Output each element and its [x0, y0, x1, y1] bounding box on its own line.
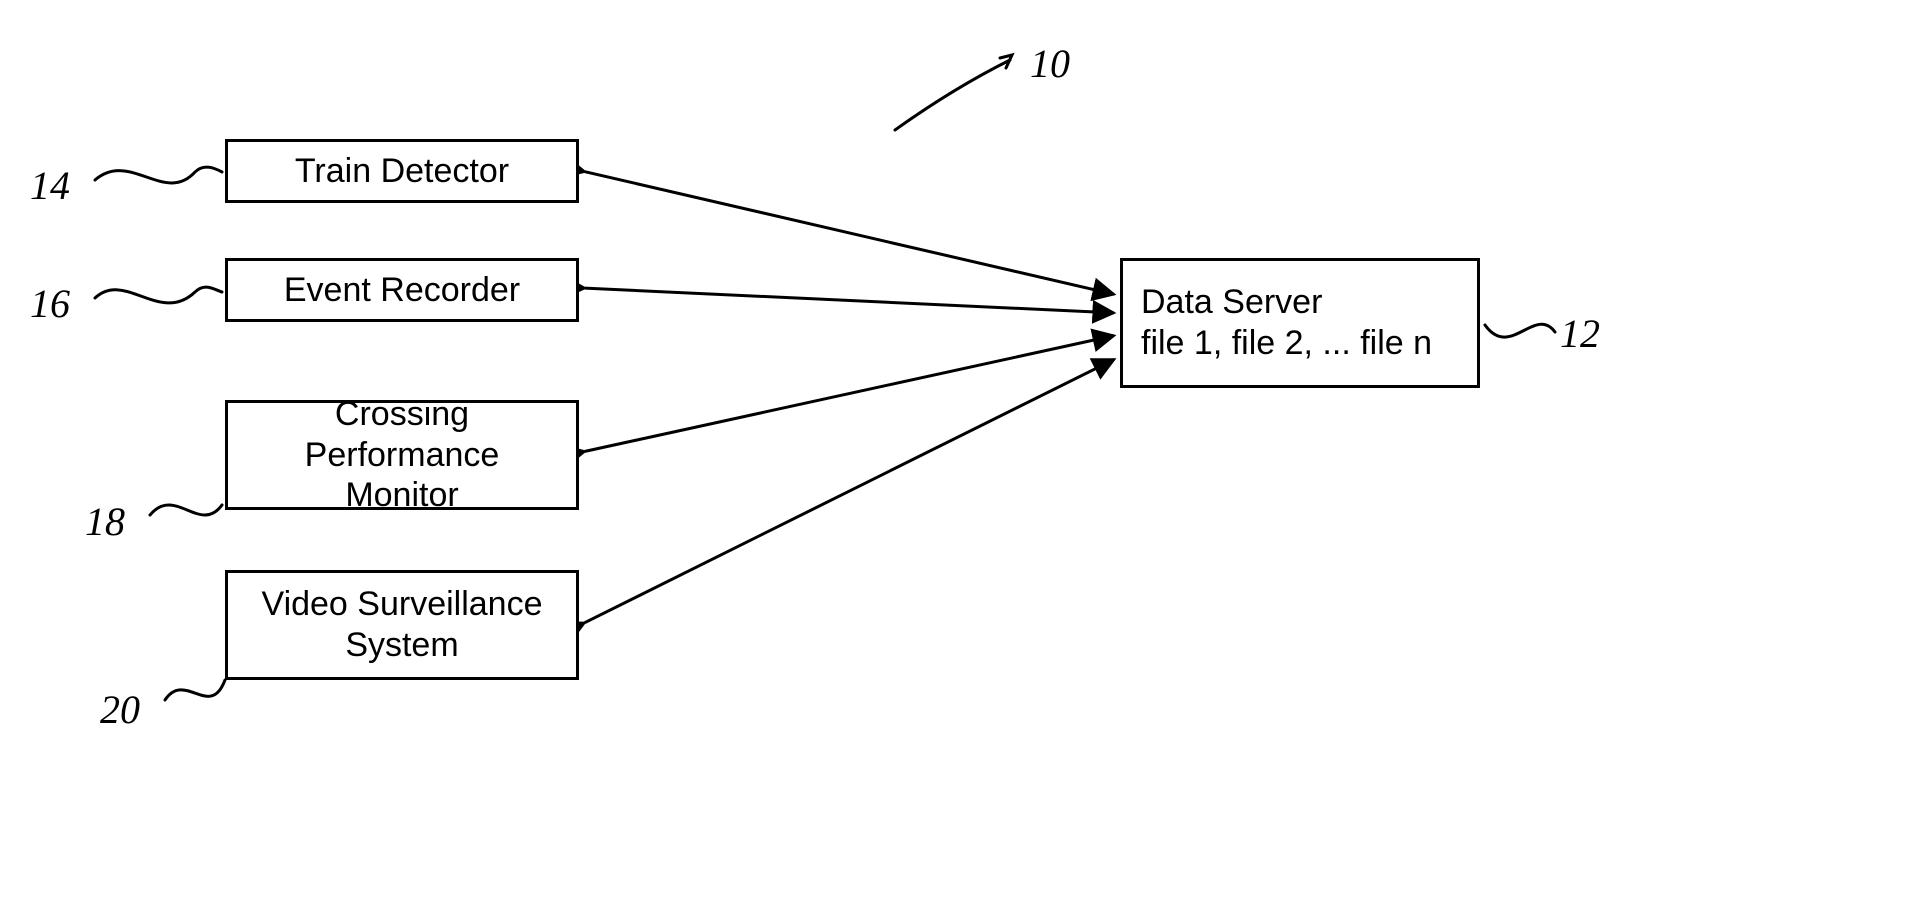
squiggle-18: [150, 505, 222, 515]
squiggle-20: [165, 680, 225, 700]
node-label: Video Surveillance: [262, 584, 543, 625]
ref-label-10: 10: [1030, 40, 1070, 87]
ref-label-12: 12: [1560, 310, 1600, 357]
node-label: System: [262, 625, 543, 666]
edge-arrow: [585, 359, 1115, 622]
ref-label-14: 14: [30, 162, 70, 209]
edge-arrow: [585, 288, 1114, 313]
node-label: Monitor: [236, 475, 568, 516]
node-label: Crossing Performance: [236, 394, 568, 476]
node-crossing-monitor: Crossing Performance Monitor: [225, 400, 579, 510]
squiggle-12: [1485, 324, 1555, 337]
node-video-system: Video Surveillance System: [225, 570, 579, 680]
squiggle-10-head: [1000, 55, 1012, 68]
node-event-recorder: Event Recorder: [225, 258, 579, 322]
node-label: Event Recorder: [284, 270, 520, 311]
node-label: file 1, file 2, ... file n: [1141, 323, 1432, 364]
edge-arrow: [585, 172, 1114, 295]
squiggle-14: [95, 167, 222, 183]
node-label: Train Detector: [295, 151, 509, 192]
squiggle-10: [895, 60, 1010, 130]
ref-label-18: 18: [85, 498, 125, 545]
ref-label-16: 16: [30, 280, 70, 327]
node-data-server: Data Server file 1, file 2, ... file n: [1120, 258, 1480, 388]
edge-arrow: [585, 336, 1114, 452]
ref-label-20: 20: [100, 686, 140, 733]
node-train-detector: Train Detector: [225, 139, 579, 203]
diagram-canvas: Train Detector Event Recorder Crossing P…: [0, 0, 1918, 913]
squiggle-16: [95, 287, 222, 303]
node-label: Data Server: [1141, 282, 1432, 323]
